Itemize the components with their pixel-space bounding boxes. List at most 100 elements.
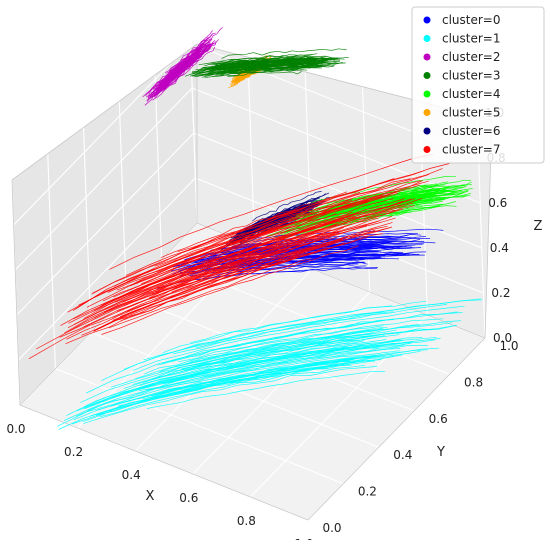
- trajectory-line: [87, 348, 401, 411]
- trajectory-line: [144, 325, 384, 375]
- trajectory-line: [190, 305, 393, 344]
- trajectory-line: [136, 194, 390, 283]
- trajectory-line: [110, 322, 452, 388]
- trajectory-line: [252, 191, 322, 222]
- legend-marker: [423, 146, 431, 153]
- trajectory-line: [323, 204, 444, 226]
- trajectory-line: [217, 66, 321, 75]
- legend-marker: [423, 35, 431, 42]
- trajectory-line: [300, 205, 457, 235]
- legend-label: cluster=7: [442, 143, 501, 157]
- trajectory-line: [178, 318, 444, 363]
- trajectory-line: [96, 238, 343, 330]
- floor-pane: [20, 223, 485, 520]
- series-cluster-3: [184, 48, 349, 79]
- trajectory-line: [129, 213, 336, 287]
- trajectory-line: [132, 305, 465, 371]
- x-tick-label: 0.2: [64, 445, 83, 459]
- legend-label: cluster=4: [442, 87, 501, 101]
- trajectory-line: [153, 354, 376, 396]
- legend-marker: [423, 127, 431, 135]
- legend-label: cluster=0: [442, 13, 501, 27]
- legend-label: cluster=3: [442, 69, 501, 83]
- trajectory-line: [187, 326, 388, 362]
- gridline-z: [193, 132, 483, 249]
- legend-label: cluster=2: [442, 50, 501, 64]
- series-cluster-7: [28, 154, 450, 360]
- trajectory-line: [56, 350, 400, 427]
- gridline-z: [18, 177, 196, 361]
- trajectory-line: [314, 197, 425, 218]
- legend-marker: [423, 53, 431, 61]
- trajectory-line: [177, 178, 395, 252]
- trajectory-line: [155, 47, 206, 91]
- trajectory-line: [153, 38, 213, 90]
- trajectory-line: [221, 63, 326, 72]
- legend-label: cluster=5: [442, 106, 501, 120]
- trajectory-line: [145, 357, 372, 399]
- trajectory-line: [169, 340, 404, 383]
- x-tick-label: 0.0: [6, 422, 25, 436]
- pane-edge: [11, 43, 198, 181]
- pane-edge: [11, 179, 21, 406]
- trajectory-line: [99, 364, 366, 418]
- legend-frame: [411, 6, 545, 164]
- trajectory-line: [155, 168, 443, 267]
- trajectory-line: [148, 43, 204, 95]
- gridline-y: [188, 0, 198, 224]
- trajectory-line: [240, 228, 444, 241]
- trajectory-line: [159, 53, 205, 93]
- trajectory-line: [142, 354, 403, 400]
- trajectory-line: [123, 226, 345, 307]
- trajectory-line: [92, 192, 361, 294]
- trajectory-line: [139, 340, 365, 387]
- gridline-y: [125, 295, 415, 412]
- trajectory-line: [145, 44, 205, 97]
- legend-marker: [423, 109, 431, 116]
- trajectory-line: [195, 304, 447, 349]
- z-tick-label: 0.6: [488, 196, 507, 210]
- trajectory-line: [72, 173, 430, 311]
- data-series: [28, 27, 483, 430]
- trajectory-line: [242, 206, 310, 238]
- trajectory-line: [143, 339, 361, 383]
- trajectory-line: [190, 257, 400, 276]
- y-tick-label: 0.8: [464, 375, 483, 389]
- trajectory-line: [101, 298, 482, 381]
- trajectory-line: [71, 364, 352, 425]
- trajectory-line: [298, 196, 435, 225]
- trajectory-line: [224, 57, 319, 67]
- trajectory-line: [91, 178, 411, 295]
- trajectory-line: [201, 57, 339, 70]
- trajectory-line: [75, 198, 353, 310]
- legend: cluster=0 cluster=1 cluster=2 cluster=3 clus…: [411, 6, 545, 164]
- trajectory-line: [63, 344, 405, 421]
- z-tick-label: 0.4: [490, 241, 509, 255]
- z-axis-label: Z: [534, 219, 543, 234]
- pane-edge: [307, 337, 486, 521]
- gridline-z: [13, 42, 191, 226]
- trajectory-line: [197, 63, 314, 76]
- trajectory-line: [149, 215, 393, 299]
- trajectory-line: [123, 334, 400, 389]
- pane-edge: [19, 404, 309, 521]
- trajectory-line: [73, 204, 401, 326]
- trajectory-line: [105, 229, 332, 310]
- trajectory-line: [67, 201, 368, 313]
- z-tick-label: 0.2: [491, 286, 510, 300]
- gridline-z: [195, 177, 484, 294]
- y-tick-label: 0.6: [429, 412, 448, 426]
- trajectory-line: [321, 190, 462, 215]
- gridline-z: [16, 132, 195, 316]
- trajectory-line: [162, 347, 439, 392]
- trajectory-line: [162, 339, 436, 385]
- trajectory-line: [326, 196, 431, 217]
- x-tick-label: 0.6: [179, 491, 198, 505]
- y-axis-label: Y: [436, 445, 445, 460]
- gridline-z: [14, 87, 193, 271]
- z-tick-label: 0.0: [493, 331, 512, 345]
- trajectory-line: [117, 213, 351, 300]
- gridline-z: [191, 87, 481, 204]
- trajectory-line: [28, 222, 393, 360]
- trajectory-line: [160, 191, 348, 258]
